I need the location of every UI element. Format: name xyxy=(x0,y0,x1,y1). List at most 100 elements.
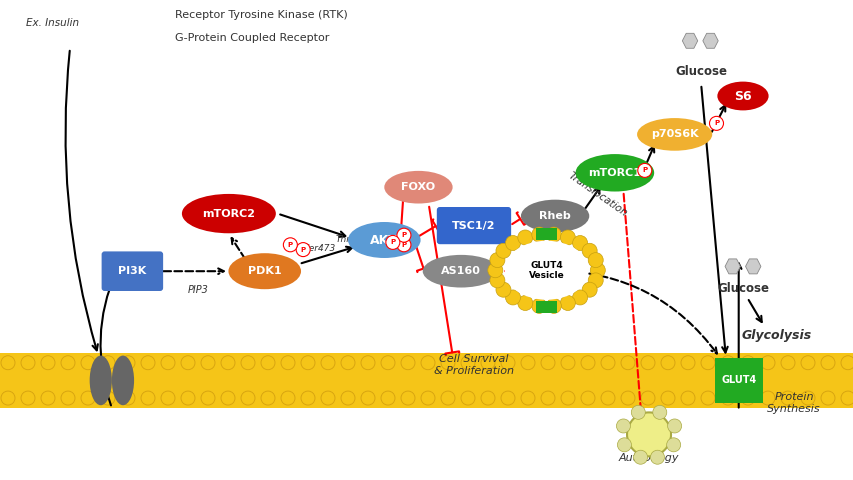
Circle shape xyxy=(221,356,235,370)
Circle shape xyxy=(633,450,647,464)
Text: Protein
Synthesis: Protein Synthesis xyxy=(767,393,820,414)
Circle shape xyxy=(281,391,294,405)
Circle shape xyxy=(680,356,694,370)
Circle shape xyxy=(820,391,834,405)
Circle shape xyxy=(582,282,596,297)
Circle shape xyxy=(760,356,774,370)
Circle shape xyxy=(560,296,575,311)
Circle shape xyxy=(496,243,510,258)
Ellipse shape xyxy=(520,200,589,232)
Circle shape xyxy=(41,356,55,370)
Circle shape xyxy=(630,405,645,420)
Circle shape xyxy=(531,227,546,242)
Ellipse shape xyxy=(229,253,301,289)
Circle shape xyxy=(480,391,495,405)
Ellipse shape xyxy=(575,154,653,192)
Circle shape xyxy=(300,356,315,370)
Text: Glycolysis: Glycolysis xyxy=(741,329,811,343)
Circle shape xyxy=(241,391,255,405)
Circle shape xyxy=(588,273,602,288)
Circle shape xyxy=(1,391,15,405)
Circle shape xyxy=(660,391,674,405)
Circle shape xyxy=(261,391,275,405)
Ellipse shape xyxy=(717,82,768,110)
Circle shape xyxy=(283,238,297,252)
Circle shape xyxy=(709,116,722,131)
Circle shape xyxy=(560,230,575,245)
Circle shape xyxy=(650,450,664,464)
Circle shape xyxy=(501,356,514,370)
Circle shape xyxy=(101,391,115,405)
Text: Ex. Insulin: Ex. Insulin xyxy=(26,18,79,28)
Circle shape xyxy=(461,356,474,370)
Text: p70S6K: p70S6K xyxy=(650,130,698,139)
Circle shape xyxy=(397,238,410,252)
FancyBboxPatch shape xyxy=(436,207,511,244)
Circle shape xyxy=(626,412,670,456)
Circle shape xyxy=(620,356,635,370)
Circle shape xyxy=(667,419,681,433)
Circle shape xyxy=(582,243,596,258)
Circle shape xyxy=(660,356,674,370)
Polygon shape xyxy=(745,259,760,274)
Circle shape xyxy=(617,438,630,452)
Text: Ser473: Ser473 xyxy=(304,244,336,253)
Circle shape xyxy=(340,356,355,370)
Circle shape xyxy=(616,419,630,433)
Circle shape xyxy=(181,356,194,370)
Circle shape xyxy=(321,356,334,370)
Polygon shape xyxy=(724,259,740,274)
Circle shape xyxy=(540,356,554,370)
Circle shape xyxy=(101,356,115,370)
Circle shape xyxy=(601,356,614,370)
Circle shape xyxy=(589,263,605,278)
Ellipse shape xyxy=(90,356,112,405)
Circle shape xyxy=(261,356,275,370)
Circle shape xyxy=(386,235,399,250)
Circle shape xyxy=(380,391,395,405)
Circle shape xyxy=(700,356,714,370)
Circle shape xyxy=(161,391,175,405)
Circle shape xyxy=(241,356,255,370)
Circle shape xyxy=(580,391,595,405)
Circle shape xyxy=(641,356,654,370)
Text: P: P xyxy=(713,120,718,126)
Circle shape xyxy=(61,391,75,405)
Circle shape xyxy=(517,230,532,245)
Ellipse shape xyxy=(112,356,134,405)
Polygon shape xyxy=(702,33,717,48)
Circle shape xyxy=(680,391,694,405)
Circle shape xyxy=(641,391,654,405)
Text: Thr308: Thr308 xyxy=(335,235,368,243)
Text: Rheb: Rheb xyxy=(538,211,571,221)
Text: TSC1/2: TSC1/2 xyxy=(452,221,495,230)
Text: FOXO: FOXO xyxy=(401,182,435,192)
Text: Autophagy: Autophagy xyxy=(618,454,678,463)
Circle shape xyxy=(200,356,215,370)
Circle shape xyxy=(81,391,95,405)
Circle shape xyxy=(588,252,602,267)
Text: P: P xyxy=(300,247,305,252)
Polygon shape xyxy=(682,33,697,48)
Circle shape xyxy=(780,391,794,405)
Circle shape xyxy=(540,391,554,405)
Circle shape xyxy=(21,391,35,405)
Bar xyxy=(536,301,556,313)
Circle shape xyxy=(380,356,395,370)
Circle shape xyxy=(601,391,614,405)
Circle shape xyxy=(300,391,315,405)
Circle shape xyxy=(580,356,595,370)
Circle shape xyxy=(440,356,455,370)
Circle shape xyxy=(560,391,574,405)
Circle shape xyxy=(760,391,774,405)
Text: PI3K: PI3K xyxy=(118,266,147,276)
Ellipse shape xyxy=(182,194,276,233)
Circle shape xyxy=(121,356,135,370)
Text: G-Protein Coupled Receptor: G-Protein Coupled Receptor xyxy=(175,34,329,43)
Ellipse shape xyxy=(422,255,499,288)
Circle shape xyxy=(800,356,814,370)
Circle shape xyxy=(401,356,415,370)
Circle shape xyxy=(421,391,434,405)
Circle shape xyxy=(487,263,502,278)
Circle shape xyxy=(800,391,814,405)
